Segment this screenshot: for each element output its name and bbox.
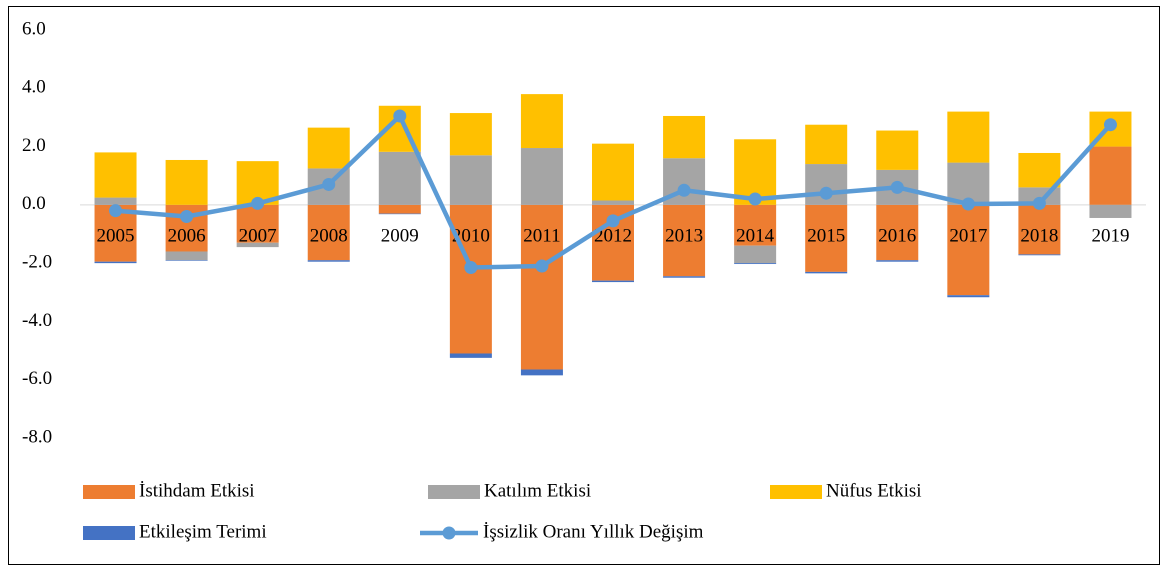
bar <box>663 115 706 159</box>
bar <box>805 271 848 274</box>
x-tick-label: 2010 <box>452 225 490 246</box>
bar <box>876 204 919 261</box>
bar <box>947 295 990 298</box>
line-point <box>322 177 336 191</box>
y-tick-label: -2.0 <box>22 252 52 273</box>
x-tick-label: 2006 <box>168 225 206 246</box>
x-tick-label: 2009 <box>381 225 419 246</box>
bar <box>947 111 990 163</box>
line-point <box>251 196 265 210</box>
bar <box>165 260 208 261</box>
bar <box>449 155 492 205</box>
bar <box>449 113 492 156</box>
bar <box>592 280 634 283</box>
legend-swatch <box>83 526 135 540</box>
bar <box>1018 152 1061 188</box>
bar <box>805 204 848 272</box>
bar <box>236 242 279 248</box>
bar <box>307 127 350 169</box>
bar <box>1018 204 1061 255</box>
line-point <box>677 183 691 197</box>
bar <box>165 251 208 261</box>
x-tick-label: 2015 <box>807 225 845 246</box>
legend-label: İstihdam Etkisi <box>139 480 255 501</box>
y-tick-label: -4.0 <box>22 310 52 331</box>
x-tick-label: 2014 <box>736 225 775 246</box>
x-tick-label: 2011 <box>523 225 560 246</box>
line-point <box>535 259 549 273</box>
x-tick-label: 2019 <box>1091 225 1129 246</box>
line-point <box>961 197 975 211</box>
bar <box>378 204 421 214</box>
bar <box>805 124 848 165</box>
bar <box>734 245 777 264</box>
y-tick-label: -6.0 <box>22 368 52 389</box>
bar <box>94 261 137 264</box>
bar <box>947 204 990 296</box>
y-tick-label: 2.0 <box>22 135 46 156</box>
bar <box>592 200 634 205</box>
legend-label: Katılım Etkisi <box>484 480 591 501</box>
line-point <box>109 204 123 218</box>
bar <box>1089 146 1132 205</box>
y-tick-label: 0.0 <box>22 193 46 214</box>
line-point <box>606 214 620 228</box>
legend-label: Nüfus Etkisi <box>826 480 922 501</box>
bar <box>378 213 421 215</box>
bar <box>165 159 208 205</box>
bar <box>520 204 563 370</box>
y-tick-label: -8.0 <box>22 426 52 447</box>
x-tick-label: 2005 <box>97 225 135 246</box>
bar <box>592 143 634 201</box>
x-tick-label: 2017 <box>949 225 987 246</box>
x-tick-label: 2008 <box>310 225 348 246</box>
line-point <box>393 109 407 123</box>
bar <box>449 353 492 358</box>
bar <box>378 151 421 205</box>
line-point <box>819 186 833 200</box>
bar <box>1089 204 1132 218</box>
bar <box>307 260 350 262</box>
bar <box>520 148 563 205</box>
bar <box>734 263 777 265</box>
bar <box>94 197 137 205</box>
bar <box>734 204 777 246</box>
x-tick-label: 2012 <box>594 225 632 246</box>
line-point <box>180 210 194 224</box>
bar <box>1018 254 1061 256</box>
bar <box>663 204 706 277</box>
legend-swatch <box>83 485 135 499</box>
x-tick-label: 2018 <box>1020 225 1058 246</box>
legend-label: Etkileşim Terimi <box>139 521 267 542</box>
bar <box>876 260 919 262</box>
bar <box>449 204 492 354</box>
bar <box>307 204 350 261</box>
y-tick-label: 6.0 <box>22 18 46 39</box>
bar <box>520 94 563 149</box>
legend-swatch <box>770 485 822 499</box>
line-point <box>890 180 904 194</box>
legend-label: İşsizlik Oranı Yıllık Değişim <box>483 521 704 542</box>
y-tick-label: 4.0 <box>22 77 46 98</box>
x-tick-label: 2016 <box>878 225 916 246</box>
bar <box>876 130 919 170</box>
line-point <box>1103 118 1117 132</box>
line-point <box>748 192 762 206</box>
line-point <box>1032 196 1046 210</box>
bar <box>236 204 279 243</box>
x-tick-label: 2013 <box>665 225 703 246</box>
bar <box>520 369 563 376</box>
legend-swatch <box>428 485 480 499</box>
bar <box>663 276 706 278</box>
legend-point <box>442 526 456 540</box>
line-point <box>464 261 478 275</box>
x-tick-label: 2007 <box>239 225 277 246</box>
bar <box>94 152 137 198</box>
